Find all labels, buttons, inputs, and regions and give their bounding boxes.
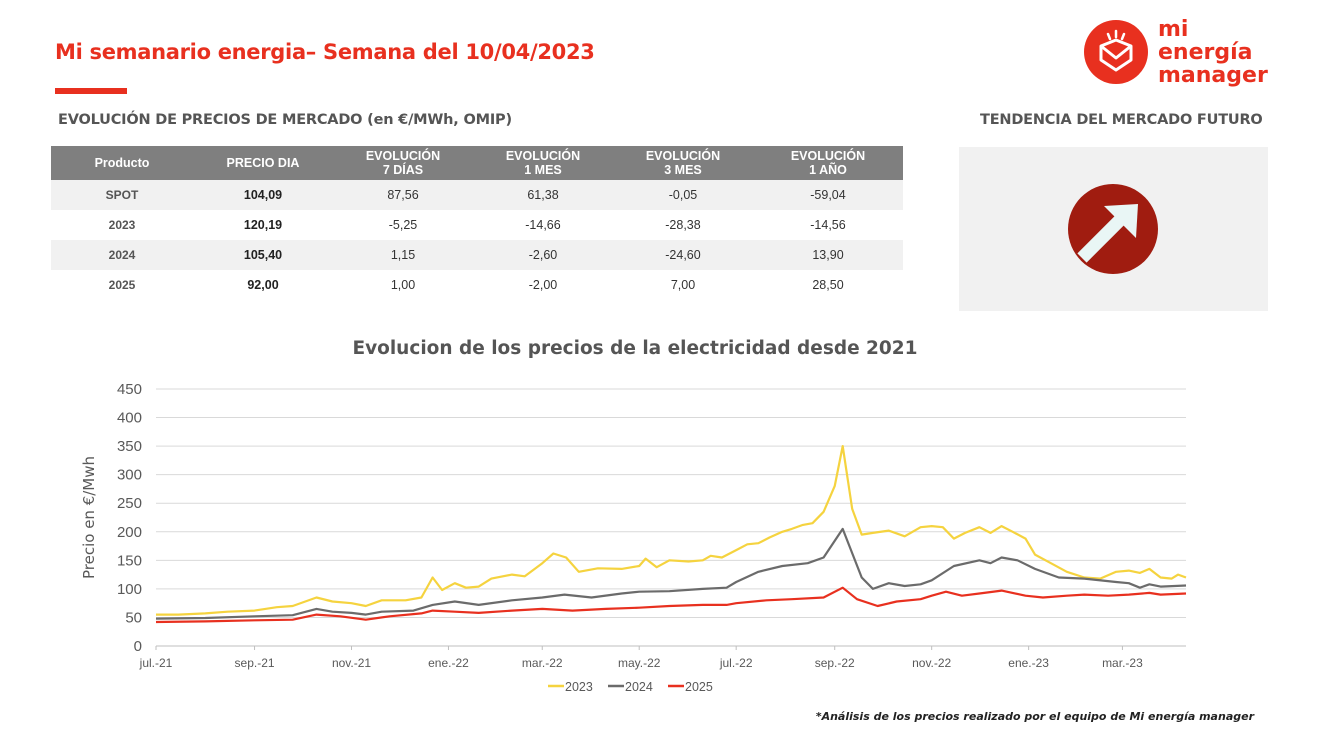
cell-7d: 1,00 — [390, 278, 416, 292]
cell-1y: 28,50 — [812, 278, 844, 292]
cell-3m: -24,60 — [613, 240, 753, 270]
cell-1y: -59,04 — [753, 180, 903, 210]
x-tick-label: mar.-23 — [1102, 656, 1143, 670]
cell-3m: -0,05 — [613, 180, 753, 210]
x-tick-label: ene.-22 — [428, 656, 469, 670]
x-tick-label: ene.-23 — [1008, 656, 1049, 670]
cell-1y: 13,90 — [753, 240, 903, 270]
footnote: *Análisis de los precios realizado por e… — [815, 710, 1254, 723]
column-header-product: Producto — [51, 146, 193, 180]
x-tick-label: mar.-22 — [522, 656, 563, 670]
cell-1m: -2,60 — [473, 240, 613, 270]
cell-product: 2025 — [108, 278, 136, 292]
table-row: 2023 120,19 -5,25 -14,66 -28,38 -14,56 — [51, 210, 903, 240]
page-title: Mi semanario energia– Semana del 10/04/2… — [55, 40, 595, 64]
cell-product: 2024 — [51, 240, 193, 270]
table-header-row: Producto PRECIO DIA EVOLUCIÓN 7 DÍAS EVOL… — [51, 146, 903, 180]
cell-1m: -14,66 — [525, 218, 561, 232]
cell-product: SPOT — [51, 180, 193, 210]
y-tick-label: 50 — [125, 609, 142, 626]
title-underline — [55, 88, 127, 94]
y-tick-label: 150 — [117, 552, 142, 569]
cell-price: 120,19 — [243, 218, 283, 232]
legend-label: 2025 — [685, 680, 713, 694]
cell-1m: 61,38 — [473, 180, 613, 210]
x-tick-label: nov.-21 — [332, 656, 371, 670]
market-section-title: EVOLUCIÓN DE PRECIOS DE MERCADO (en €/MW… — [58, 112, 512, 128]
cell-1m: -2,00 — [528, 278, 558, 292]
cell-3m: -28,38 — [665, 218, 701, 232]
x-tick-label: jul.-21 — [139, 656, 173, 670]
logo-mark-icon — [1084, 20, 1148, 84]
price-evolution-chart: 0 50 100 150 200 250 300 350 400 450 jul.-21 sep.-2… — [80, 381, 1187, 694]
column-header-1y: EVOLUCIÓN 1 AÑO — [753, 146, 903, 180]
column-header-price: PRECIO DIA — [193, 146, 333, 180]
column-header-3m: EVOLUCIÓN 3 MES — [613, 146, 753, 180]
y-tick-label: 400 — [117, 410, 142, 427]
brand-logo: mi energía manager — [1084, 18, 1274, 90]
series-line-2023 — [156, 445, 1187, 616]
column-header-7d: EVOLUCIÓN 7 DÍAS — [333, 146, 473, 180]
cell-price: 92,00 — [247, 278, 279, 292]
y-tick-label: 250 — [117, 495, 142, 512]
y-tick-label: 350 — [117, 438, 142, 455]
logo-line-2: energía — [1158, 40, 1253, 65]
y-tick-label: 200 — [117, 524, 142, 541]
legend-label: 2024 — [625, 680, 653, 694]
y-axis-label: Precio en €/Mwh — [80, 456, 98, 579]
logo-wordmark: mi energía manager — [1158, 18, 1268, 87]
x-tick-label: sep.-22 — [815, 656, 855, 670]
table-row: 2024 105,40 1,15 -2,60 -24,60 13,90 — [51, 240, 903, 270]
trend-panel — [959, 147, 1268, 311]
series-line-2024 — [155, 527, 1187, 620]
y-tick-label: 450 — [117, 381, 142, 398]
cell-price: 105,40 — [193, 240, 333, 270]
legend-label: 2023 — [565, 680, 593, 694]
cell-7d: 87,56 — [333, 180, 473, 210]
chart-title: Evolucion de los precios de la electrici… — [352, 338, 918, 359]
y-tick-label: 300 — [117, 467, 142, 484]
y-tick-label: 100 — [117, 581, 142, 598]
series-line-2025 — [155, 586, 1187, 624]
cell-7d: 1,15 — [333, 240, 473, 270]
trend-section-title: TENDENCIA DEL MERCADO FUTURO — [980, 112, 1263, 128]
y-tick-label: 0 — [134, 638, 142, 655]
market-prices-table: Producto PRECIO DIA EVOLUCIÓN 7 DÍAS EVOL… — [51, 146, 903, 300]
table-row: 2025 92,00 1,00 -2,00 7,00 28,50 — [51, 270, 903, 300]
table-row: SPOT 104,09 87,56 61,38 -0,05 -59,04 — [51, 180, 903, 210]
cell-product: 2023 — [108, 218, 136, 232]
cell-1y: -14,56 — [810, 218, 846, 232]
x-tick-label: sep.-21 — [235, 656, 275, 670]
cell-price: 104,09 — [193, 180, 333, 210]
logo-line-1: mi — [1158, 17, 1189, 42]
logo-line-3: manager — [1158, 63, 1268, 88]
x-tick-label: jul.-22 — [719, 656, 753, 670]
x-tick-label: nov.-22 — [912, 656, 951, 670]
arrow-up-right-icon — [1068, 184, 1158, 274]
column-header-1m: EVOLUCIÓN 1 MES — [473, 146, 613, 180]
cell-3m: 7,00 — [670, 278, 696, 292]
x-tick-label: may.-22 — [618, 656, 661, 670]
cell-7d: -5,25 — [388, 218, 418, 232]
